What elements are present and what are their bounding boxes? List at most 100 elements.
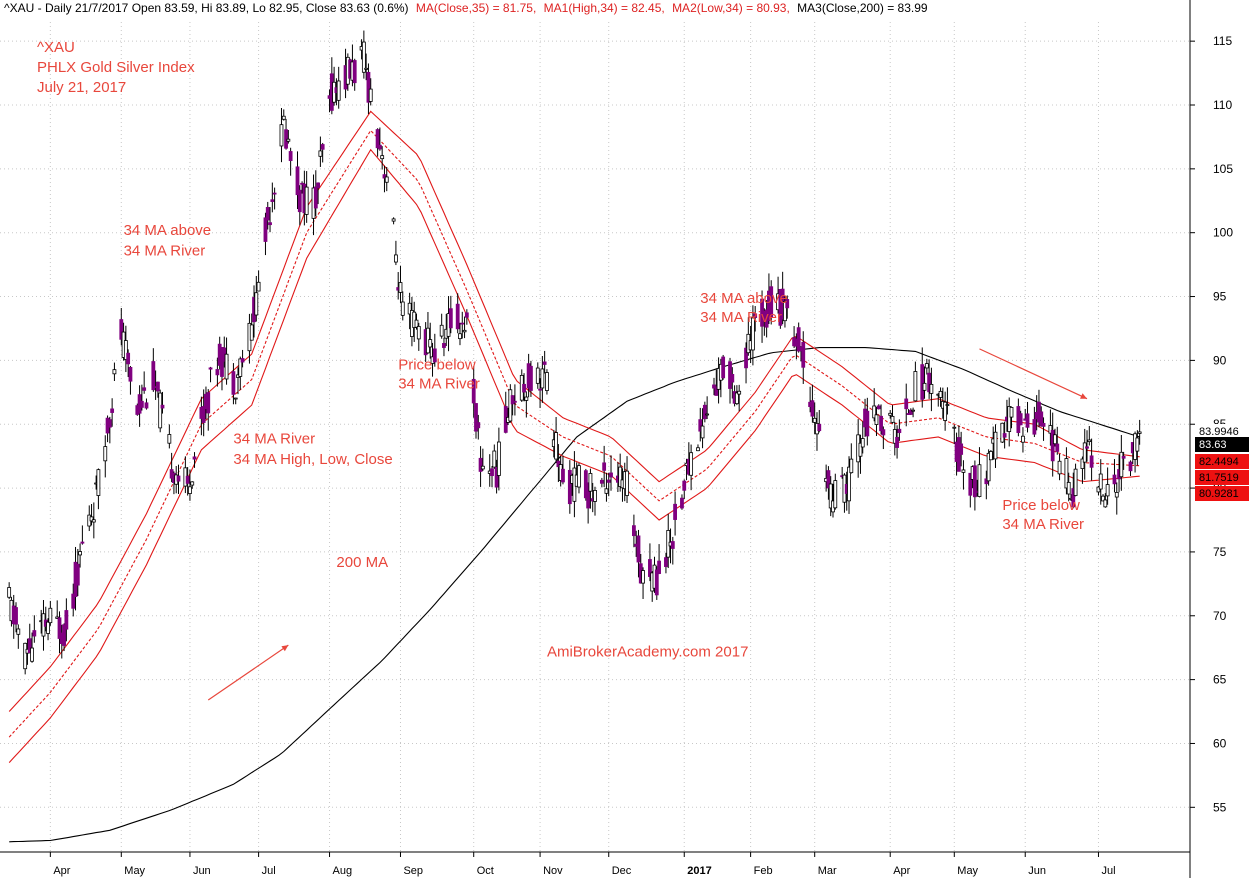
candle-up: [281, 115, 286, 120]
x-tick-label: Jul: [1101, 865, 1115, 877]
chart-annotation: 34 MA River: [233, 430, 315, 447]
y-tick-label: 95: [1213, 290, 1227, 304]
candle-down: [636, 535, 641, 563]
candle-down: [432, 348, 437, 363]
candle-down: [192, 456, 197, 460]
candle-down: [673, 503, 677, 520]
price-box-value: 82.4494: [1199, 456, 1239, 468]
candle-down: [698, 419, 703, 432]
trend-arrow-line: [979, 348, 1088, 400]
candle-up: [249, 324, 254, 341]
candle-down: [602, 462, 607, 471]
x-tick-label: Jun: [193, 865, 211, 877]
candle-down: [215, 369, 220, 376]
candle-up: [279, 124, 284, 147]
candle-down: [670, 541, 675, 549]
x-tick-label: Apr: [53, 865, 70, 877]
price-box-cell: [1195, 424, 1249, 439]
candle-down: [513, 400, 517, 403]
candle-down: [721, 356, 726, 379]
candle-up: [1007, 406, 1012, 432]
candle-up: [496, 441, 501, 476]
candle-up: [1066, 481, 1071, 495]
candle-up: [737, 390, 742, 395]
x-tick-label: Nov: [543, 865, 563, 877]
candle-up: [167, 434, 172, 444]
y-tick-label: 75: [1213, 545, 1227, 559]
candle-up: [380, 155, 385, 160]
candle-up: [1073, 468, 1078, 496]
candle-up: [1087, 439, 1092, 443]
candle-up: [849, 458, 854, 474]
x-tick-label: Feb: [754, 865, 773, 877]
candle-up: [439, 324, 444, 337]
candle-down: [920, 364, 925, 400]
candle-up: [892, 429, 897, 444]
candle-down: [220, 347, 224, 377]
candle-up: [400, 301, 405, 316]
candle-up: [641, 570, 645, 584]
candle-down: [375, 129, 380, 149]
candle-down: [599, 479, 604, 484]
y-tick-label: 65: [1213, 673, 1227, 687]
candle-up: [1103, 499, 1108, 508]
candle-up: [46, 621, 50, 634]
candle-up: [7, 587, 12, 598]
candle-down: [206, 392, 211, 414]
candle-down: [272, 192, 277, 195]
chart-annotation: AmiBrokerAcademy.com 2017: [547, 644, 748, 661]
candle-down: [632, 525, 636, 537]
candle-down: [510, 395, 515, 405]
candle-up: [16, 628, 21, 635]
x-tick-label: Jul: [262, 865, 276, 877]
candle-down: [664, 557, 668, 567]
candle-down: [464, 312, 469, 318]
candle-up: [593, 490, 597, 502]
candle-down: [71, 593, 76, 609]
candle-down: [62, 624, 66, 646]
x-tick-label: May: [957, 865, 978, 877]
candle-down: [201, 406, 206, 423]
y-tick-label: 105: [1213, 162, 1233, 176]
candle-down: [1018, 413, 1023, 426]
candle-down: [609, 472, 613, 478]
candle-down: [972, 465, 977, 498]
candle-down: [561, 468, 565, 483]
chart-annotation: Price below: [398, 356, 476, 373]
x-tick-label: Mar: [818, 865, 837, 877]
candle-down: [382, 174, 387, 179]
chart-annotation: 34 MA High, Low, Close: [233, 451, 392, 468]
candle-up: [1119, 451, 1124, 478]
x-tick-label: Jun: [1028, 865, 1046, 877]
candle-up: [462, 329, 467, 333]
candle-down: [476, 422, 481, 429]
candle-down: [654, 569, 659, 596]
candle-down: [529, 365, 533, 391]
candle-down: [586, 482, 591, 509]
candle-up: [190, 481, 195, 486]
candle-down: [904, 398, 909, 410]
header-ma-close: MA(Close,35) = 81.75,: [416, 1, 536, 15]
candle-up: [1080, 458, 1085, 469]
y-tick-label: 115: [1213, 34, 1232, 48]
candle-down: [270, 199, 275, 202]
candle-down: [1041, 422, 1046, 427]
candle-up: [847, 466, 851, 502]
header-symbol-info: ^XAU - Daily 21/7/2017 Open 83.59, Hi 83…: [4, 1, 409, 15]
candle-up: [952, 426, 957, 429]
chart-annotation: 34 MA above: [700, 290, 788, 307]
candle-down: [75, 563, 80, 586]
candle-down: [680, 497, 684, 509]
candle-up: [705, 413, 710, 416]
candle-up: [1021, 435, 1025, 443]
candle-down: [984, 478, 989, 485]
candle-up: [874, 414, 879, 425]
candle-up: [1057, 460, 1062, 475]
candle-up: [1137, 431, 1142, 434]
candle-down: [879, 415, 883, 432]
candle-down: [265, 207, 270, 221]
candle-down: [1071, 488, 1076, 508]
candle-up: [700, 425, 705, 439]
candle-down: [160, 404, 165, 409]
candle-down: [1025, 413, 1030, 428]
